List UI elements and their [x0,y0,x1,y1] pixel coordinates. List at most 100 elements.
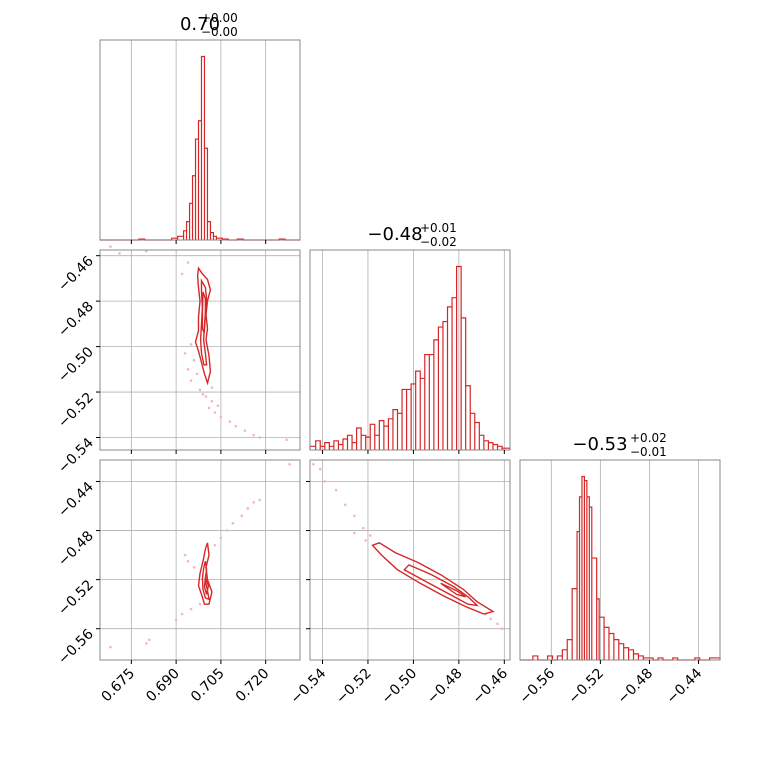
hist-p1-ticks [322,450,505,454]
corner-p1-p2-point-4 [343,503,347,507]
corner-p0-p2-contours [197,542,213,605]
hist-p1-bin-20 [402,389,407,450]
hist-p1-bin-35 [470,413,475,450]
corner-p1-p2-point-13 [353,531,356,535]
hist-p1-step [309,265,511,450]
hist-p1-bin-6 [338,444,343,450]
hist-p2-bin-7 [580,497,582,660]
corner-p0-p2-contour-2 [203,576,210,595]
hist-p1-bin-42 [502,448,510,450]
hist-p1-bin-33 [461,318,466,450]
hist-p1-bin-22 [411,384,416,450]
hist-p1-bin-16 [384,426,389,450]
corner-p0-p2-point-16 [183,553,187,557]
corner-p0-p1-scatter [109,245,288,442]
corner-p1-p2-panel: −0.54 −0.52 −0.50 −0.48 −0.46 [288,459,511,708]
corner-p0-p2-point-7 [213,543,217,547]
corner-p0-p1-point-22 [285,438,288,442]
corner-p0-p1-point-6 [183,352,187,355]
hist-p2-xtick-label-3: −0.44 [664,665,706,707]
hist-p1-bin-12 [366,437,371,450]
corner-p0-p1-panel: −0.46−0.48−0.50−0.52−0.54 [55,245,301,477]
hist-p0-bin-3 [184,231,187,240]
hist-p2-bin-2 [557,656,562,660]
corner-p1-p2-frame [309,459,511,661]
hist-p1-bin-38 [484,441,489,450]
hist-p1-bin-9 [352,443,357,450]
corner-p0-p1-point-21 [258,436,262,439]
hist-p2-title-value: −0.53 [572,434,627,455]
hist-p2-bin-25 [673,658,678,660]
corner-p0-p1-frame [99,249,301,451]
corner-p0-p2-point-10 [231,521,235,525]
corner-p0-p2-point-0 [109,645,112,649]
hist-p1-bin-4 [329,446,334,450]
hist-p1-panel: −0.48 +0.01 −0.02 [309,221,511,454]
hist-p0-bin-17 [279,239,285,240]
corner-p0-p1-point-15 [213,411,217,414]
hist-p1-bin-26 [429,355,434,450]
corner-p1-p2-point-12 [364,539,367,542]
hist-p2-bin-1 [548,656,553,660]
corner-p0-p2-ticks: 0.675 0.690 0.705 0.720 −0.44 −0.48 −0.52 −0.56 [55,479,272,705]
corner-p0-p2-point-17 [186,559,190,563]
corner-p0-p2-xtick-label-2: 0.705 [188,666,228,706]
hist-p1-bin-14 [375,435,380,450]
corner-p0-p2-point-2 [147,638,151,642]
hist-p1-bin-18 [393,410,398,450]
hist-p1-bin-27 [434,340,439,450]
hist-p2-bin-26 [695,658,700,660]
hist-p2-xtick-label-0: −0.56 [516,665,558,707]
hist-p0-frame [99,39,301,241]
corner-p0-p2-point-13 [252,501,256,504]
corner-p1-p2-xtick-label-1: −0.52 [333,666,375,708]
hist-p0-bin-12 [210,233,213,240]
hist-p2-bin-18 [619,644,624,660]
hist-p1-title: −0.48 [367,224,422,245]
hist-p0-bin-14 [216,238,222,240]
hist-p1-bin-7 [343,439,348,450]
hist-p2-bin-20 [629,650,634,660]
hist-p2-bin-17 [614,640,619,660]
hist-p2-bin-9 [584,481,586,660]
corner-p0-p1-point-1 [118,252,121,255]
hist-p2-title: −0.53 [572,434,627,455]
hist-p1-bin-3 [325,443,330,450]
hist-p1-bin-24 [420,378,425,450]
corner-p1-p2-point-10 [496,622,499,626]
hist-p2-grid [550,460,699,660]
corner-p0-p2-point-3 [174,618,178,622]
hist-p2-bin-22 [638,656,643,660]
corner-p0-p2-point-8 [219,536,223,540]
corner-p0-p1-point-23 [210,386,214,389]
corner-p0-p2-point-9 [225,529,229,532]
hist-p2-bin-15 [604,627,609,660]
hist-p0-title: 0.70 [180,14,220,35]
corner-p1-p2-point-2 [323,480,327,483]
corner-p0-p2-ytick-label-1: −0.48 [55,528,97,570]
corner-p1-p2-point-3 [334,488,338,492]
hist-p2-bin-10 [587,497,589,660]
hist-p2-bin-6 [577,532,579,660]
corner-p0-p2-xtick-label-3: 0.720 [233,666,273,706]
hist-p2-bin-12 [592,558,597,660]
corner-p0-p1-point-24 [204,395,208,398]
corner-p0-p1-point-8 [186,368,190,371]
hist-p1-bin-37 [479,435,484,450]
corner-p0-p2-point-4 [180,612,184,616]
corner-p0-p1-point-3 [186,261,190,264]
hist-p0-title-plus: +0.00 [201,11,238,25]
hist-p0-step [100,55,300,241]
corner-p0-p2-panel: 0.675 0.690 0.705 0.720 −0.44 −0.48 −0.52 −0.56 [55,459,301,705]
corner-p0-p1-grid [100,250,300,450]
hist-p1-title-plus: +0.01 [420,221,457,235]
hist-p2-frame [519,459,721,661]
corner-p0-p2-scatter [109,462,291,649]
hist-p1-bin-31 [452,298,457,450]
corner-p0-p2-contour-1 [201,561,210,601]
hist-p1-bin-8 [348,435,353,450]
corner-p0-p2-grid [100,460,300,660]
hist-p1-bin-28 [438,327,443,450]
hist-p0-bin-9 [201,57,204,240]
